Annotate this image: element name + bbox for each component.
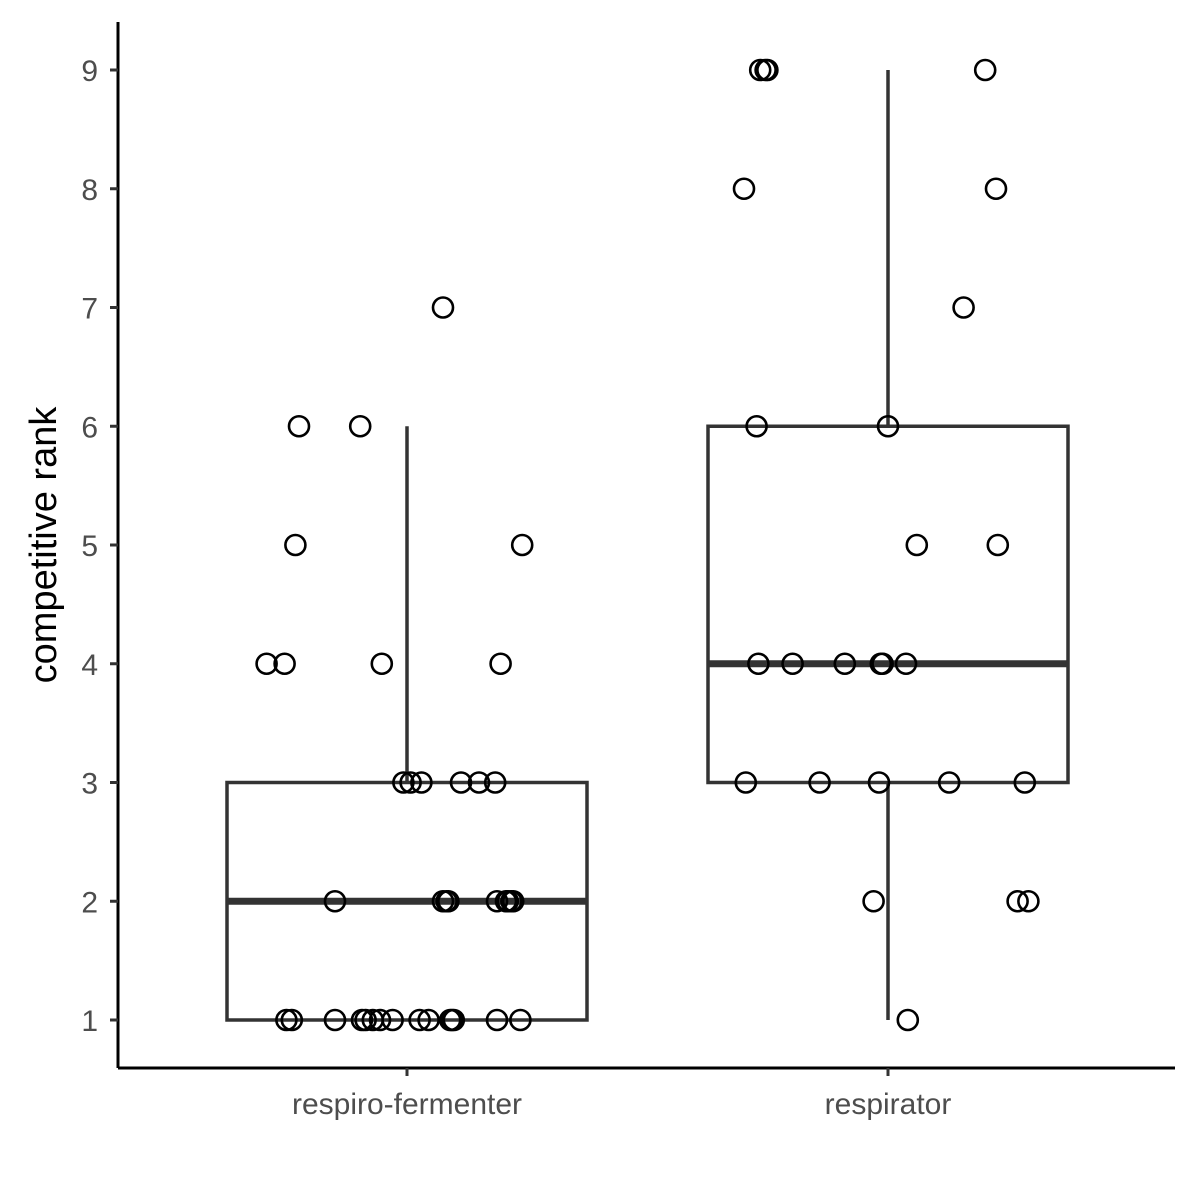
data-point	[747, 652, 770, 676]
data-point	[348, 414, 372, 438]
data-point	[973, 58, 997, 82]
data-point	[280, 1008, 304, 1032]
y-tick-label: 6	[81, 411, 98, 444]
x-tick-label: respiro-fermenter	[292, 1088, 522, 1121]
data-point	[501, 889, 525, 913]
data-point	[408, 1008, 431, 1032]
data-point	[399, 771, 422, 794]
data-point	[509, 1008, 532, 1032]
data-point	[323, 1008, 347, 1032]
data-point	[489, 652, 512, 676]
data-point	[485, 1008, 509, 1032]
boxes-layer	[225, 70, 1070, 1022]
data-point	[867, 771, 891, 794]
data-point	[894, 652, 918, 676]
data-point	[952, 296, 975, 319]
data-point	[442, 1008, 466, 1032]
data-point	[732, 177, 756, 201]
data-point	[748, 58, 772, 82]
data-point	[984, 177, 1008, 201]
data-point	[483, 771, 507, 794]
y-tick-label: 7	[81, 293, 98, 326]
data-point	[410, 771, 433, 794]
data-point	[896, 1008, 920, 1032]
data-point	[431, 296, 455, 319]
y-tick-label: 4	[81, 649, 98, 682]
x-tick-label: respirator	[825, 1088, 952, 1121]
points-layer	[255, 58, 1040, 1032]
data-point	[275, 1008, 298, 1032]
data-point	[833, 652, 857, 676]
data-point	[467, 771, 491, 794]
data-point	[986, 533, 1010, 557]
data-point	[273, 652, 296, 676]
box-rect	[706, 424, 1070, 785]
data-point	[287, 414, 311, 438]
data-point	[437, 889, 460, 913]
data-point	[323, 889, 347, 913]
data-point	[937, 771, 961, 794]
data-point	[734, 771, 758, 794]
y-tick-label: 2	[81, 886, 98, 919]
data-point	[449, 771, 473, 794]
y-tick-label: 1	[81, 1005, 98, 1038]
data-point	[808, 771, 831, 794]
data-point	[862, 889, 885, 913]
y-tick-label: 9	[81, 55, 98, 88]
y-tick-label: 8	[81, 174, 98, 207]
y-tick-label: 3	[81, 768, 98, 801]
data-point	[392, 771, 415, 794]
data-point	[510, 533, 534, 557]
data-point	[370, 652, 394, 676]
data-point	[745, 414, 768, 438]
data-point	[876, 414, 900, 438]
axes-layer: 1 2 3 4 5 6 7 8 9 respiro-fermenter respirator	[81, 22, 1175, 1121]
y-tick-label: 5	[81, 530, 98, 563]
data-point	[354, 1008, 377, 1032]
data-point	[368, 1008, 392, 1032]
data-point	[756, 58, 779, 82]
data-point	[381, 1008, 404, 1032]
box-respiro-fermenter	[225, 426, 589, 1022]
data-point	[485, 889, 509, 913]
data-point	[781, 652, 804, 676]
data-point	[1013, 771, 1037, 794]
data-point	[1006, 889, 1029, 913]
data-point	[417, 1008, 440, 1032]
data-point	[871, 652, 894, 676]
data-point	[1017, 889, 1040, 913]
data-point	[255, 652, 278, 676]
data-point	[284, 533, 307, 557]
data-point	[905, 533, 929, 557]
box-respirator	[706, 70, 1070, 1020]
y-axis-title: competitive rank	[23, 406, 65, 684]
